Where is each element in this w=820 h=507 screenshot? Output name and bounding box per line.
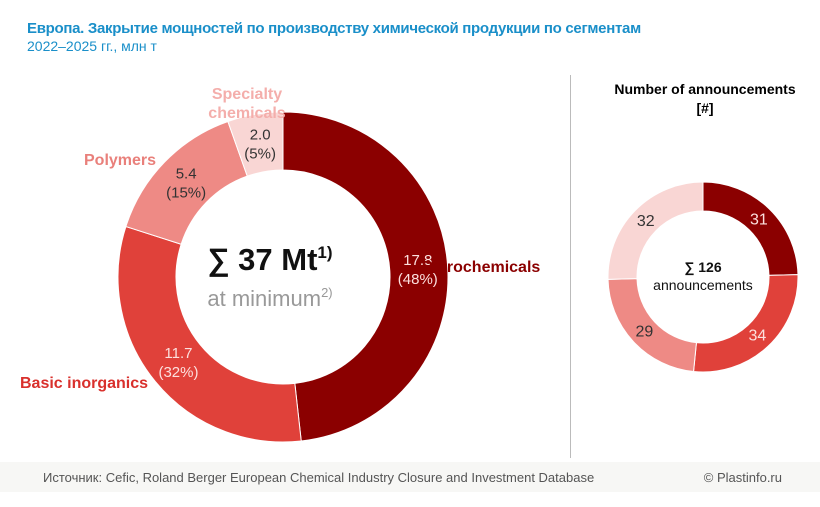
ann-data-label: 31 [750, 212, 768, 229]
legend-specialty-chemicals: Specialty chemicals [208, 86, 286, 122]
main-slice-3 [227, 111, 284, 177]
main-data-label: (5%) [244, 145, 276, 162]
main-center-total: ∑ 37 Mt1) [207, 242, 332, 277]
chart-subtitle: 2022–2025 гг., млн т [27, 38, 157, 54]
main-slice-2 [125, 120, 248, 245]
main-data-label: 11.7 [164, 345, 192, 362]
main-data-label: 17.8 [403, 252, 432, 269]
ann-data-label: 29 [635, 323, 653, 340]
ann-center-total: ∑ 126 [684, 259, 721, 276]
main-data-label: (32%) [158, 364, 198, 381]
right-chart-title: Number of announcements [#] [614, 81, 796, 116]
main-data-label: (48%) [398, 271, 438, 288]
legend-basic-inorganics: Basic inorganics [20, 375, 149, 392]
ann-slice-3 [607, 181, 704, 280]
source-note: Источник: Cefic, Roland Berger European … [43, 470, 595, 485]
main-data-label: 2.0 [250, 126, 271, 143]
footer-band [0, 462, 820, 492]
ann-data-label: 32 [637, 213, 655, 230]
chart-title: Европа. Закрытие мощностей по производст… [27, 20, 641, 37]
main-slice-1 [117, 225, 302, 443]
ann-center-label: announcements [653, 277, 753, 293]
legend-polymers: Polymers [84, 152, 157, 169]
main-center-note: at minimum2) [207, 285, 332, 311]
divider [570, 75, 571, 458]
copyright: © Plastinfo.ru [703, 470, 782, 485]
main-data-label: (15%) [166, 184, 206, 201]
main-data-label: 5.4 [176, 165, 197, 182]
legend-petrochemicals: Petrochemicals [422, 259, 541, 276]
ann-data-label: 34 [749, 328, 767, 345]
main-slice-0 [282, 111, 449, 442]
